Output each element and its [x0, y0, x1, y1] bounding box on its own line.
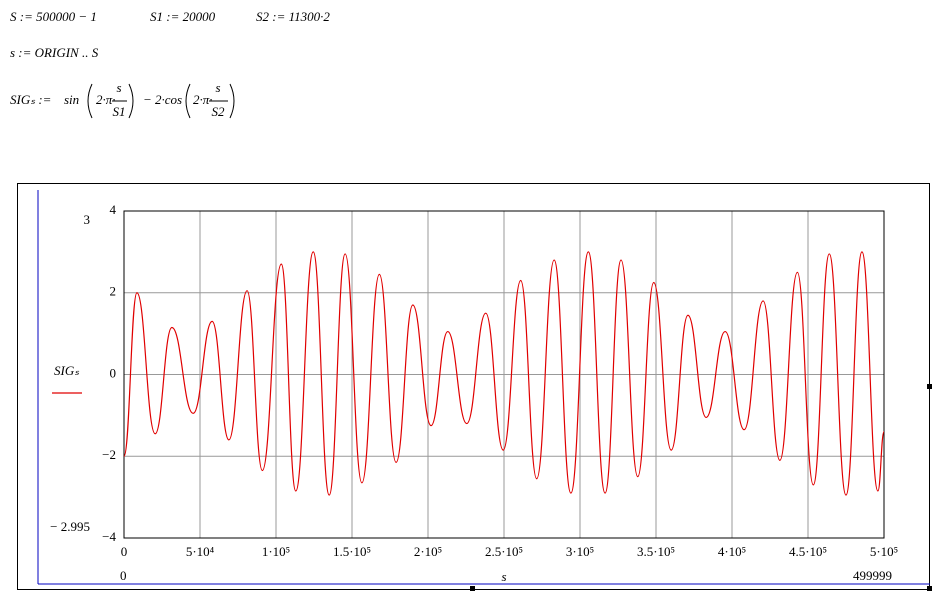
- formula-term: 2·π·: [96, 92, 116, 107]
- plot-area: [123, 210, 885, 539]
- handle[interactable]: [927, 384, 932, 389]
- definition: S := 500000 − 1: [10, 9, 97, 24]
- y-tick-label: 4: [110, 202, 117, 217]
- x-tick-label: 1.5·10⁵: [333, 544, 371, 559]
- plot-frame: [17, 183, 930, 590]
- x-tick-label: 2.5·10⁵: [485, 544, 523, 559]
- paren: [87, 83, 93, 119]
- x-tick-label: 0: [121, 544, 128, 559]
- definition: S1 := 20000: [150, 9, 216, 24]
- x-range-label: 499999: [853, 568, 892, 583]
- y-range-label: − 2.995: [50, 519, 90, 534]
- x-tick-label: 3·10⁵: [566, 544, 594, 559]
- x-tick-label: 1·10⁵: [262, 544, 290, 559]
- x-tick-label: 3.5·10⁵: [637, 544, 675, 559]
- x-tick-label: 2·10⁵: [414, 544, 442, 559]
- data-line: [123, 251, 885, 496]
- paren: [229, 83, 235, 119]
- definition: S2 := 11300·2: [256, 9, 330, 24]
- formula-num: s: [215, 80, 220, 95]
- formula-term: − 2·cos: [143, 92, 182, 107]
- x-tick-label: 5·10⁴: [186, 544, 215, 559]
- x-axis-label: s: [501, 569, 506, 584]
- handle[interactable]: [927, 586, 932, 591]
- formula-func: sin: [64, 92, 79, 107]
- x-tick-label: 4·10⁵: [718, 544, 746, 559]
- y-tick-label: −4: [102, 529, 116, 544]
- y-range-label: 3: [84, 212, 91, 227]
- paren: [128, 83, 134, 119]
- legend-label: SIGₛ: [54, 363, 79, 378]
- paren: [185, 83, 191, 119]
- plot: 4 2 0 −2 −4 0 5·10⁴ 1·10⁵ 1.5·10⁵ 2·10⁵ 2.5·10⁵ 3·1…: [50, 202, 898, 584]
- formula-lhs: SIGₛ :=: [10, 92, 51, 107]
- y-tick-label: 0: [110, 365, 117, 380]
- x-tick-label: 5·10⁵: [870, 544, 898, 559]
- formula-term: 2·π·: [193, 92, 213, 107]
- formula-num: s: [116, 80, 121, 95]
- range-definition: s := ORIGIN .. S: [10, 45, 99, 60]
- formula-den: S1: [113, 104, 126, 119]
- handle[interactable]: [470, 586, 475, 591]
- y-tick-label: −2: [102, 447, 116, 462]
- x-tick-label: 4.5·10⁵: [789, 544, 827, 559]
- formula-den: S2: [212, 104, 226, 119]
- y-tick-label: 2: [110, 284, 117, 299]
- x-range-label: 0: [120, 568, 127, 583]
